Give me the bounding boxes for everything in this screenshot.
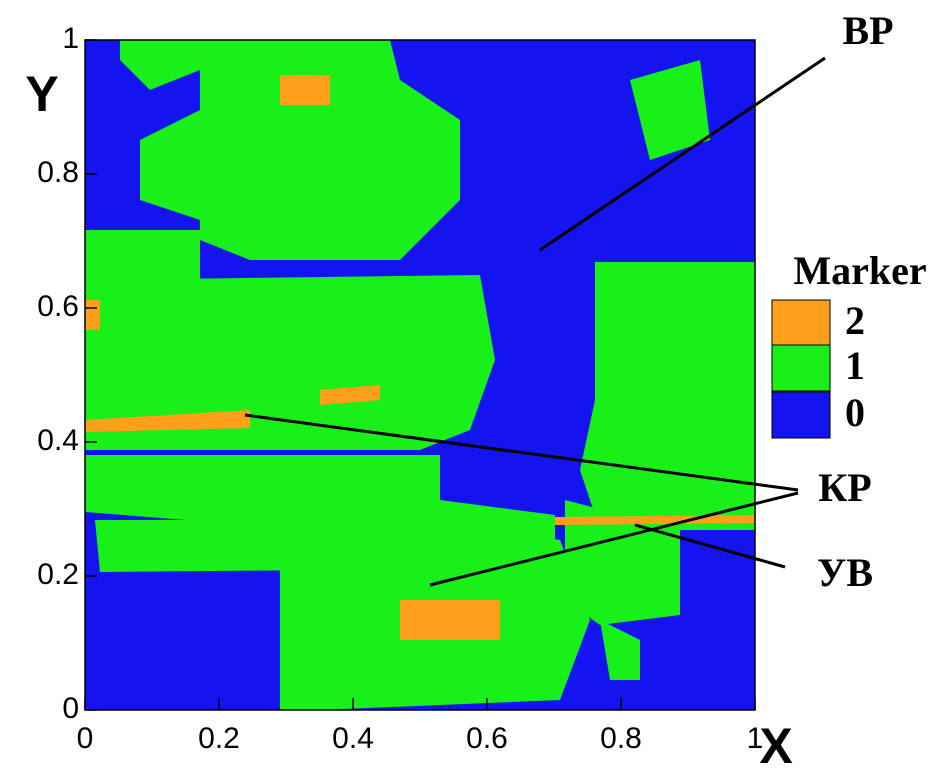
y-tick-label: 0.8 [37, 156, 79, 189]
legend-label: 0 [845, 390, 865, 435]
y-tick-label: 0.4 [37, 424, 79, 457]
y-tick-label: 0 [62, 692, 79, 725]
region [580, 262, 755, 530]
chart: 00.20.40.60.8100.20.40.60.81 Y X Marker … [0, 0, 951, 772]
region [400, 600, 500, 640]
annotation: УВ [817, 550, 873, 595]
legend-swatch [772, 392, 830, 438]
y-axis-label: Y [25, 66, 58, 122]
region [85, 300, 100, 330]
legend-label: 1 [845, 343, 865, 388]
x-tick-label: 0.8 [600, 722, 642, 755]
y-tick-label: 1 [62, 22, 79, 55]
y-tick-label: 0.6 [37, 290, 79, 323]
legend-label: 2 [845, 298, 865, 343]
x-tick-label: 0.4 [332, 722, 374, 755]
annotation: КР [818, 465, 871, 510]
x-tick-label: 0 [77, 722, 94, 755]
region [280, 75, 330, 105]
annotation: ВР [842, 8, 893, 53]
legend-title: Marker [793, 248, 926, 293]
x-axis-label: X [759, 718, 792, 772]
x-tick-label: 0.2 [198, 722, 240, 755]
legend-swatch [772, 300, 830, 346]
legend-swatch [772, 345, 830, 391]
y-tick-label: 0.2 [37, 558, 79, 591]
region [85, 230, 200, 285]
x-tick-label: 0.6 [466, 722, 508, 755]
legend: 210 [772, 298, 865, 438]
